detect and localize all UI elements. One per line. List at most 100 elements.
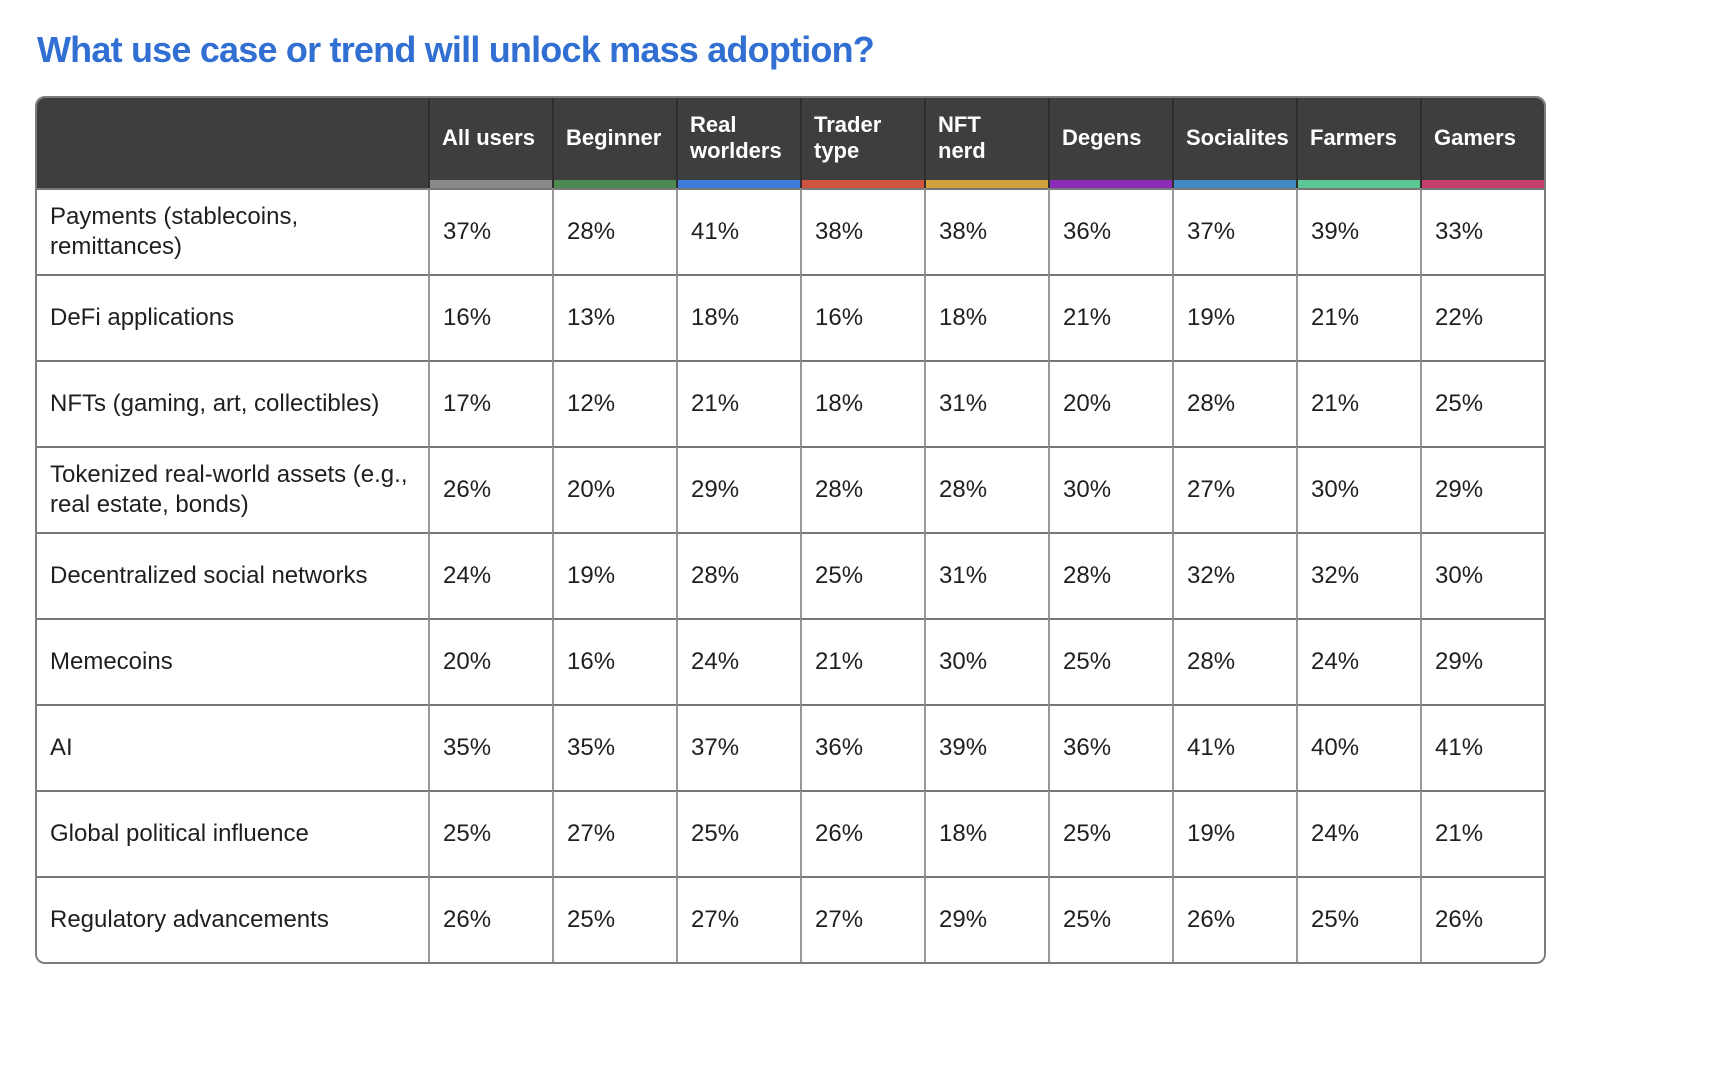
value-cell: 29% xyxy=(676,446,800,532)
value-cell: 26% xyxy=(800,790,924,876)
value-cell: 28% xyxy=(800,446,924,532)
value-cell: 28% xyxy=(676,532,800,618)
value-cell: 18% xyxy=(800,360,924,446)
column-header-label: NFT nerd xyxy=(938,112,986,163)
value-cell: 26% xyxy=(428,876,552,962)
value-cell: 25% xyxy=(676,790,800,876)
value-cell: 36% xyxy=(1048,704,1172,790)
row-label: DeFi applications xyxy=(37,274,428,360)
value-cell: 20% xyxy=(552,446,676,532)
value-cell: 38% xyxy=(924,188,1048,274)
value-cell: 39% xyxy=(924,704,1048,790)
value-cell: 24% xyxy=(676,618,800,704)
value-cell: 16% xyxy=(800,274,924,360)
table-row: Decentralized social networks 24% 19% 28% 25… xyxy=(37,532,1544,618)
value-cell: 25% xyxy=(428,790,552,876)
value-cell: 38% xyxy=(800,188,924,274)
header-row: All users Beginner Real worlders Trader typ… xyxy=(37,98,1544,188)
value-cell: 25% xyxy=(1296,876,1420,962)
value-cell: 19% xyxy=(552,532,676,618)
row-label: AI xyxy=(37,704,428,790)
value-cell: 32% xyxy=(1296,532,1420,618)
value-cell: 28% xyxy=(924,446,1048,532)
value-cell: 25% xyxy=(800,532,924,618)
value-cell: 35% xyxy=(552,704,676,790)
row-label: Memecoins xyxy=(37,618,428,704)
value-cell: 20% xyxy=(1048,360,1172,446)
column-accent-bar xyxy=(1050,180,1172,188)
table-row: Global political influence 25% 27% 25% 26% 18… xyxy=(37,790,1544,876)
column-header-label: All users xyxy=(442,125,535,151)
value-cell: 21% xyxy=(1048,274,1172,360)
value-cell: 41% xyxy=(1172,704,1296,790)
value-cell: 24% xyxy=(1296,790,1420,876)
value-cell: 25% xyxy=(1048,618,1172,704)
value-cell: 21% xyxy=(800,618,924,704)
column-accent-bar xyxy=(678,180,800,188)
column-header-nft-nerd: NFT nerd xyxy=(924,98,1048,188)
value-cell: 17% xyxy=(428,360,552,446)
value-cell: 37% xyxy=(676,704,800,790)
value-cell: 18% xyxy=(676,274,800,360)
value-cell: 27% xyxy=(676,876,800,962)
value-cell: 37% xyxy=(428,188,552,274)
value-cell: 25% xyxy=(1420,360,1544,446)
column-header-label: Socialites xyxy=(1186,125,1289,151)
value-cell: 30% xyxy=(1296,446,1420,532)
value-cell: 30% xyxy=(924,618,1048,704)
value-cell: 31% xyxy=(924,532,1048,618)
value-cell: 29% xyxy=(924,876,1048,962)
column-header-label: Degens xyxy=(1062,125,1142,151)
table-row: Memecoins 20% 16% 24% 21% 30% 25% 28% 24% 29% xyxy=(37,618,1544,704)
value-cell: 37% xyxy=(1172,188,1296,274)
column-header-real-worlders: Real worlders xyxy=(676,98,800,188)
table-row: Tokenized real-world assets (e.g., real … xyxy=(37,446,1544,532)
table-row: Regulatory advancements 26% 25% 27% 27% 29% 25… xyxy=(37,876,1544,962)
value-cell: 41% xyxy=(1420,704,1544,790)
value-cell: 21% xyxy=(1296,274,1420,360)
row-label: NFTs (gaming, art, collectibles) xyxy=(37,360,428,446)
value-cell: 41% xyxy=(676,188,800,274)
column-header-all-users: All users xyxy=(428,98,552,188)
column-header-degens: Degens xyxy=(1048,98,1172,188)
column-header-gamers: Gamers xyxy=(1420,98,1544,188)
value-cell: 21% xyxy=(676,360,800,446)
column-header-trader-type: Trader type xyxy=(800,98,924,188)
column-header-beginner: Beginner xyxy=(552,98,676,188)
value-cell: 27% xyxy=(552,790,676,876)
value-cell: 35% xyxy=(428,704,552,790)
value-cell: 25% xyxy=(1048,790,1172,876)
value-cell: 18% xyxy=(924,274,1048,360)
row-label: Payments (stablecoins, remittances) xyxy=(37,188,428,274)
value-cell: 19% xyxy=(1172,274,1296,360)
value-cell: 26% xyxy=(428,446,552,532)
value-cell: 32% xyxy=(1172,532,1296,618)
value-cell: 28% xyxy=(1048,532,1172,618)
value-cell: 13% xyxy=(552,274,676,360)
value-cell: 26% xyxy=(1420,876,1544,962)
column-accent-bar xyxy=(1298,180,1420,188)
page-title: What use case or trend will unlock mass … xyxy=(37,29,875,70)
column-accent-bar xyxy=(554,180,676,188)
table-row: NFTs (gaming, art, collectibles) 17% 12% 21… xyxy=(37,360,1544,446)
value-cell: 30% xyxy=(1420,532,1544,618)
value-cell: 40% xyxy=(1296,704,1420,790)
column-header-farmers: Farmers xyxy=(1296,98,1420,188)
value-cell: 21% xyxy=(1296,360,1420,446)
value-cell: 33% xyxy=(1420,188,1544,274)
value-cell: 29% xyxy=(1420,446,1544,532)
value-cell: 20% xyxy=(428,618,552,704)
column-header-label: Trader type xyxy=(814,112,882,163)
value-cell: 24% xyxy=(1296,618,1420,704)
value-cell: 21% xyxy=(1420,790,1544,876)
survey-table: All users Beginner Real worlders Trader typ… xyxy=(37,98,1544,962)
value-cell: 27% xyxy=(800,876,924,962)
value-cell: 28% xyxy=(1172,618,1296,704)
column-header-label: Beginner xyxy=(566,125,662,151)
value-cell: 27% xyxy=(1172,446,1296,532)
table-row: Payments (stablecoins, remittances) 37% 28… xyxy=(37,188,1544,274)
value-cell: 22% xyxy=(1420,274,1544,360)
row-label-header xyxy=(37,98,428,188)
column-accent-bar xyxy=(430,180,552,188)
value-cell: 36% xyxy=(1048,188,1172,274)
